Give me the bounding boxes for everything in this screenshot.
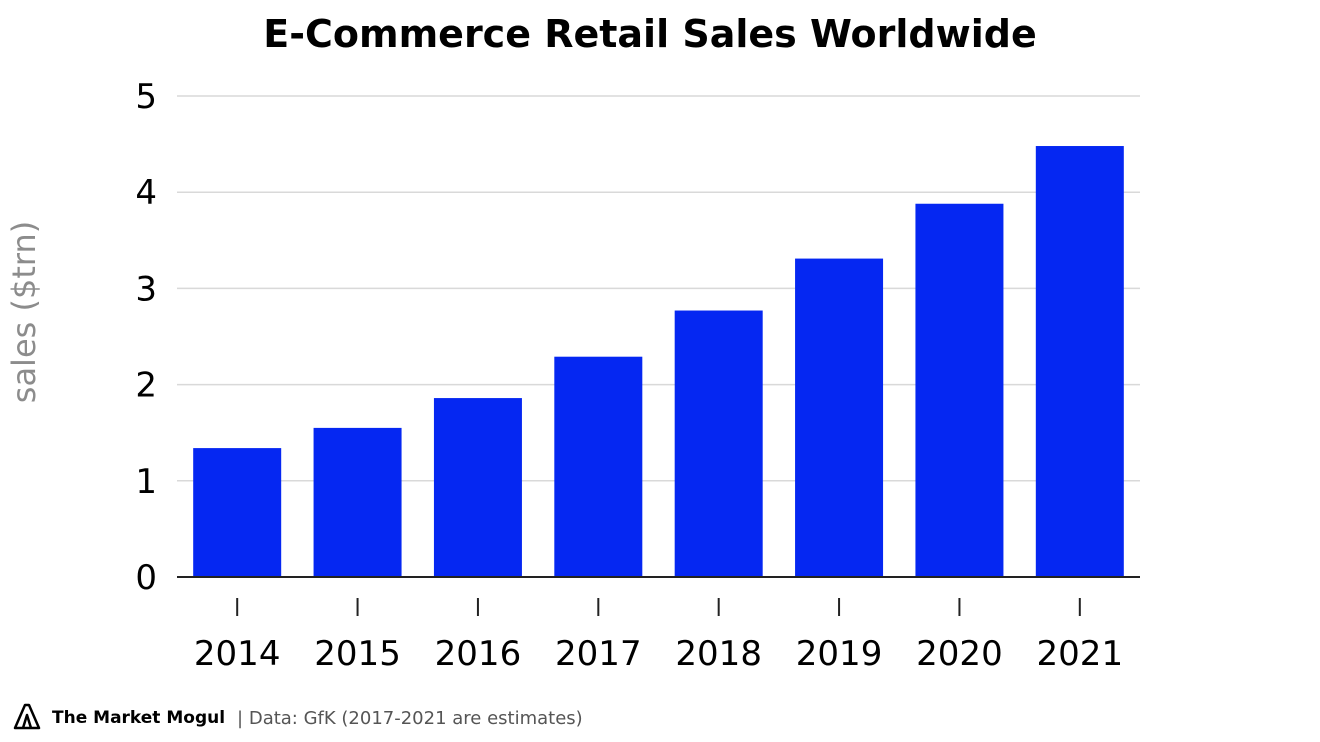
bar-2016	[433, 398, 522, 577]
x-tick-label: 2020	[916, 634, 1003, 674]
chart-title: E-Commerce Retail Sales Worldwide	[263, 12, 1036, 56]
x-tick-label: 2017	[555, 634, 642, 674]
x-tick-label: 2019	[796, 634, 883, 674]
x-axis-ticks: 2014 2015 2016 2017 2018 2019 2020 2021	[194, 598, 1123, 674]
y-tick-label: 4	[135, 173, 157, 213]
y-tick-label: 2	[135, 366, 157, 406]
y-tick-label: 0	[135, 558, 157, 598]
y-axis-label: sales ($trn)	[5, 221, 43, 403]
bar-2015	[313, 427, 402, 577]
x-tick-label: 2018	[675, 634, 762, 674]
y-tick-label: 3	[135, 269, 157, 309]
x-tick-label: 2015	[314, 634, 401, 674]
x-tick-label: 2016	[435, 634, 522, 674]
y-axis-ticks: 0 1 2 3 4 5	[135, 77, 157, 598]
brand-name: The Market Mogul	[52, 708, 226, 728]
y-tick-label: 1	[135, 462, 157, 502]
bar-2019	[795, 258, 884, 577]
bar-2020	[915, 203, 1004, 577]
data-source-note: | Data: GfK (2017-2021 are estimates)	[237, 707, 583, 729]
bar-2017	[554, 356, 643, 577]
bar-2018	[674, 310, 763, 577]
mountain-logo-icon	[12, 701, 42, 735]
x-tick-label: 2021	[1037, 634, 1124, 674]
x-tick-label: 2014	[194, 634, 281, 674]
bar-2021	[1035, 146, 1124, 578]
y-tick-label: 5	[135, 77, 157, 117]
bar-2014	[193, 448, 282, 577]
footer: The Market Mogul | Data: GfK (2017-2021 …	[12, 700, 583, 736]
bars	[193, 146, 1124, 578]
